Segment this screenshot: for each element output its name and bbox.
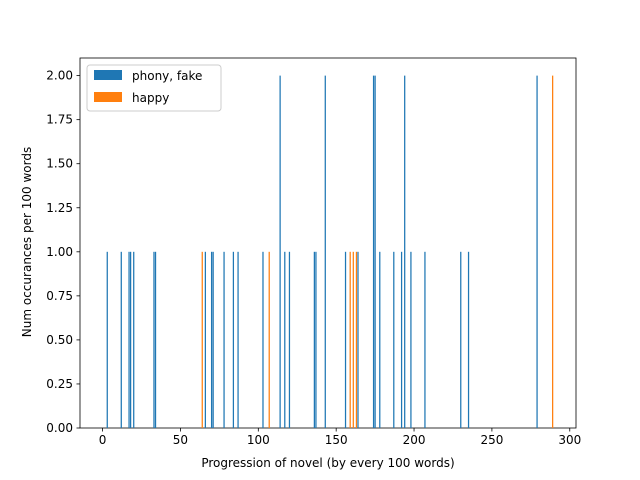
legend-label: happy <box>132 91 169 105</box>
bar-phony-fake <box>133 251 135 428</box>
bars <box>106 75 554 429</box>
bar-phony-fake <box>357 251 359 428</box>
bar-phony-fake <box>393 251 395 428</box>
legend-swatch <box>94 92 122 102</box>
bar-phony-fake <box>210 251 213 428</box>
bar-phony-fake <box>404 75 406 429</box>
x-axis: 0 50 100 150 200 250 300 <box>99 428 581 447</box>
bar-phony-fake <box>154 251 157 428</box>
x-tick-label: 100 <box>247 433 270 447</box>
y-tick-label: 0.25 <box>46 377 73 391</box>
bar-phony-fake <box>120 251 122 428</box>
bar-phony-fake <box>288 251 291 428</box>
bar-phony-fake <box>129 251 132 428</box>
bar-phony-fake <box>279 75 281 429</box>
bar-phony-fake <box>284 251 286 428</box>
bar-phony-fake <box>424 251 426 428</box>
bar-phony-fake <box>232 251 235 428</box>
axes-frame <box>79 57 577 429</box>
bar-happy <box>352 251 354 428</box>
y-tick-label: 1.00 <box>46 245 73 259</box>
legend-label: phony, fake <box>132 69 202 83</box>
x-tick-label: 200 <box>403 433 426 447</box>
plot-area <box>79 57 577 429</box>
bar-phony-fake <box>372 75 375 429</box>
bar-phony-fake <box>237 251 239 428</box>
bar-phony-fake <box>315 251 317 428</box>
legend: phony, fake happy <box>86 64 222 112</box>
bar-phony-fake <box>223 251 225 428</box>
bar-phony-fake <box>324 75 326 429</box>
bar-phony-fake <box>344 251 347 428</box>
y-tick-label: 0.00 <box>46 421 73 435</box>
bar-phony-fake <box>400 251 403 428</box>
y-tick-label: 0.75 <box>46 289 73 303</box>
bar-happy <box>355 251 358 428</box>
bar-happy <box>349 251 351 428</box>
bar-phony-fake <box>374 75 376 429</box>
bar-phony-fake <box>467 251 470 428</box>
y-tick-label: 0.50 <box>46 333 73 347</box>
x-tick-label: 150 <box>325 433 348 447</box>
bar-phony-fake <box>460 251 462 428</box>
x-axis-label: Progression of novel (by every 100 words… <box>201 456 454 470</box>
y-axis: 0.00 0.25 0.50 0.75 1.00 1.25 1.50 1.75 2.00 <box>46 69 80 435</box>
bar-happy <box>268 251 270 428</box>
bar-phony-fake <box>106 251 108 428</box>
bar-phony-fake <box>313 251 315 428</box>
plot-background <box>80 58 576 428</box>
x-tick-label: 250 <box>480 433 503 447</box>
y-tick-label: 1.75 <box>46 113 73 127</box>
x-tick-label: 0 <box>99 433 107 447</box>
bar-phony-fake <box>204 251 206 428</box>
x-tick-label: 300 <box>558 433 581 447</box>
y-tick-label: 1.50 <box>46 157 73 171</box>
bar-phony-fake <box>153 251 155 428</box>
y-axis-label: Num occurances per 100 words <box>20 147 34 337</box>
bar-phony-fake <box>536 75 538 429</box>
bar-phony-fake <box>262 251 264 428</box>
bar-happy <box>201 251 203 428</box>
bar-happy <box>552 75 554 429</box>
x-tick-label: 50 <box>173 433 188 447</box>
legend-swatch <box>94 70 122 80</box>
bar-phony-fake <box>128 251 130 428</box>
bar-phony-fake <box>212 251 214 428</box>
y-tick-label: 1.25 <box>46 201 73 215</box>
bar-phony-fake <box>379 251 381 428</box>
bar-phony-fake <box>410 251 412 428</box>
y-tick-label: 2.00 <box>46 69 73 83</box>
